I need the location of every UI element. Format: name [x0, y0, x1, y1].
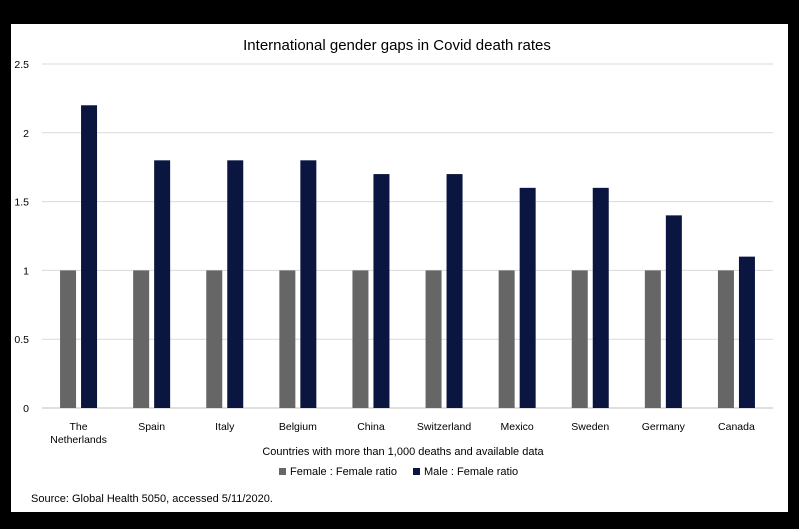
y-tick-label: 0.5 — [14, 334, 29, 346]
x-tick-label: Sweden — [571, 421, 609, 433]
legend-label: Male : Female ratio — [424, 466, 518, 478]
bar-male-ratio — [373, 174, 390, 408]
bar-female-ratio — [571, 270, 588, 408]
bar-male-ratio — [227, 160, 244, 408]
bar-female-ratio — [133, 270, 150, 408]
source-note: Source: Global Health 5050, accessed 5/1… — [31, 493, 273, 505]
bar-male-ratio — [81, 105, 98, 408]
legend: Female : Female ratio Male : Female ratio — [279, 466, 518, 478]
x-tick-label: Canada — [718, 421, 755, 433]
chart-title: International gender gaps in Covid death… — [243, 37, 551, 54]
bar-male-ratio — [519, 187, 536, 408]
bar-female-ratio — [498, 270, 515, 408]
bar-male-ratio — [446, 174, 463, 408]
legend-label: Female : Female ratio — [290, 466, 397, 478]
bar-female-ratio — [352, 270, 369, 408]
x-tick-label: Belgium — [279, 421, 317, 433]
legend-swatch — [279, 468, 286, 475]
bar-female-ratio — [644, 270, 661, 408]
gridlines — [42, 63, 773, 409]
bar-female-ratio — [206, 270, 223, 408]
legend-swatch — [413, 468, 420, 475]
x-axis-ticks: The Netherlands Spain Italy Belgium China Swit… — [50, 421, 755, 446]
x-axis-label: Countries with more than 1,000 deaths an… — [262, 446, 544, 458]
x-tick-label: Germany — [642, 421, 686, 433]
y-axis-ticks: 0 0.5 1 1.5 2 2.5 — [14, 59, 29, 415]
y-tick-label: 2 — [23, 128, 29, 140]
bar-female-ratio — [425, 270, 442, 408]
bar-male-ratio — [592, 187, 609, 408]
y-tick-label: 2.5 — [14, 59, 29, 71]
x-tick-label: Italy — [215, 421, 235, 433]
y-tick-label: 0 — [23, 403, 29, 415]
x-tick-label: China — [357, 421, 385, 433]
bar-male-ratio — [300, 160, 317, 408]
bar-female-ratio — [717, 270, 734, 408]
bar-female-ratio — [279, 270, 296, 408]
x-tick-label: Spain — [138, 421, 165, 433]
y-tick-label: 1 — [23, 265, 29, 277]
bars — [60, 105, 755, 408]
y-tick-label: 1.5 — [14, 197, 29, 209]
x-tick-label: Mexico — [501, 421, 534, 433]
bar-male-ratio — [665, 215, 682, 408]
bar-female-ratio — [60, 270, 77, 408]
bar-male-ratio — [154, 160, 171, 408]
chart: International gender gaps in Covid death… — [14, 37, 773, 505]
bar-male-ratio — [738, 256, 755, 408]
chart-frame: International gender gaps in Covid death… — [11, 24, 788, 512]
x-tick-label: The Netherlands — [50, 421, 107, 446]
x-tick-label: Switzerland — [417, 421, 471, 433]
